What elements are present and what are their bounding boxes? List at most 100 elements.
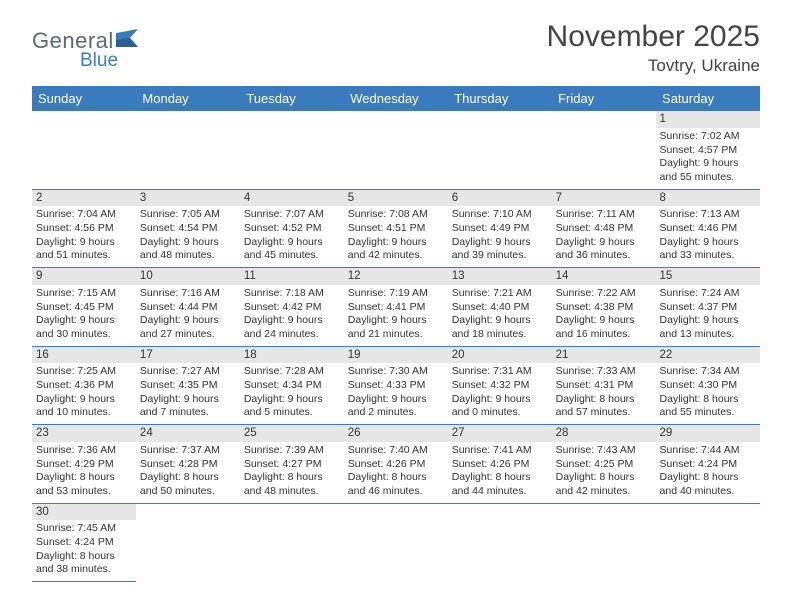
daylight-line: Daylight: 9 hours and 2 minutes. xyxy=(348,393,444,420)
calendar-day-cell xyxy=(344,503,448,582)
calendar-week-row: 1Sunrise: 7:02 AMSunset: 4:57 PMDaylight… xyxy=(32,111,760,189)
day-number: 14 xyxy=(552,268,656,285)
sunrise-line: Sunrise: 7:33 AM xyxy=(556,365,652,379)
sunrise-line: Sunrise: 7:37 AM xyxy=(140,444,236,458)
header: General Blue November 2025 Tovtry, Ukrai… xyxy=(32,20,760,76)
sunrise-line: Sunrise: 7:45 AM xyxy=(36,522,132,536)
calendar-day-cell: 28Sunrise: 7:43 AMSunset: 4:25 PMDayligh… xyxy=(552,425,656,504)
calendar-day-cell: 2Sunrise: 7:04 AMSunset: 4:56 PMDaylight… xyxy=(32,189,136,268)
day-number: 15 xyxy=(656,268,760,285)
day-body: Sunrise: 7:22 AMSunset: 4:38 PMDaylight:… xyxy=(552,285,656,346)
daylight-line: Daylight: 8 hours and 44 minutes. xyxy=(452,471,548,498)
day-number: 23 xyxy=(32,425,136,442)
daylight-line: Daylight: 8 hours and 40 minutes. xyxy=(660,471,756,498)
calendar-day-cell: 3Sunrise: 7:05 AMSunset: 4:54 PMDaylight… xyxy=(136,189,240,268)
sunrise-line: Sunrise: 7:18 AM xyxy=(244,287,340,301)
flag-icon xyxy=(116,29,146,54)
title-block: November 2025 Tovtry, Ukraine xyxy=(547,20,760,76)
sunset-line: Sunset: 4:24 PM xyxy=(36,536,132,550)
day-number: 25 xyxy=(240,425,344,442)
daylight-line: Daylight: 8 hours and 57 minutes. xyxy=(556,393,652,420)
day-number: 16 xyxy=(32,347,136,364)
day-number: 19 xyxy=(344,347,448,364)
daylight-line: Daylight: 8 hours and 53 minutes. xyxy=(36,471,132,498)
sunset-line: Sunset: 4:26 PM xyxy=(452,458,548,472)
weekday-header: Sunday xyxy=(32,86,136,111)
weekday-header: Thursday xyxy=(448,86,552,111)
day-body: Sunrise: 7:16 AMSunset: 4:44 PMDaylight:… xyxy=(136,285,240,346)
calendar-day-cell: 5Sunrise: 7:08 AMSunset: 4:51 PMDaylight… xyxy=(344,189,448,268)
daylight-line: Daylight: 9 hours and 51 minutes. xyxy=(36,236,132,263)
calendar-day-cell: 19Sunrise: 7:30 AMSunset: 4:33 PMDayligh… xyxy=(344,346,448,425)
sunrise-line: Sunrise: 7:43 AM xyxy=(556,444,652,458)
day-body: Sunrise: 7:41 AMSunset: 4:26 PMDaylight:… xyxy=(448,442,552,503)
sunrise-line: Sunrise: 7:19 AM xyxy=(348,287,444,301)
sunset-line: Sunset: 4:31 PM xyxy=(556,379,652,393)
day-body: Sunrise: 7:04 AMSunset: 4:56 PMDaylight:… xyxy=(32,206,136,267)
sunset-line: Sunset: 4:44 PM xyxy=(140,301,236,315)
sunset-line: Sunset: 4:40 PM xyxy=(452,301,548,315)
daylight-line: Daylight: 8 hours and 38 minutes. xyxy=(36,550,132,577)
daylight-line: Daylight: 8 hours and 46 minutes. xyxy=(348,471,444,498)
day-number: 18 xyxy=(240,347,344,364)
day-number: 11 xyxy=(240,268,344,285)
sunset-line: Sunset: 4:46 PM xyxy=(660,222,756,236)
day-body: Sunrise: 7:13 AMSunset: 4:46 PMDaylight:… xyxy=(656,206,760,267)
calendar-day-cell: 30Sunrise: 7:45 AMSunset: 4:24 PMDayligh… xyxy=(32,503,136,582)
calendar-day-cell: 21Sunrise: 7:33 AMSunset: 4:31 PMDayligh… xyxy=(552,346,656,425)
calendar-day-cell: 8Sunrise: 7:13 AMSunset: 4:46 PMDaylight… xyxy=(656,189,760,268)
day-number: 29 xyxy=(656,425,760,442)
calendar-day-cell: 18Sunrise: 7:28 AMSunset: 4:34 PMDayligh… xyxy=(240,346,344,425)
day-body: Sunrise: 7:40 AMSunset: 4:26 PMDaylight:… xyxy=(344,442,448,503)
day-body: Sunrise: 7:33 AMSunset: 4:31 PMDaylight:… xyxy=(552,363,656,424)
sunset-line: Sunset: 4:26 PM xyxy=(348,458,444,472)
daylight-line: Daylight: 8 hours and 48 minutes. xyxy=(244,471,340,498)
calendar-day-cell xyxy=(240,503,344,582)
daylight-line: Daylight: 9 hours and 10 minutes. xyxy=(36,393,132,420)
day-body: Sunrise: 7:10 AMSunset: 4:49 PMDaylight:… xyxy=(448,206,552,267)
sunset-line: Sunset: 4:42 PM xyxy=(244,301,340,315)
daylight-line: Daylight: 9 hours and 33 minutes. xyxy=(660,236,756,263)
sunrise-line: Sunrise: 7:13 AM xyxy=(660,208,756,222)
day-number: 20 xyxy=(448,347,552,364)
sunrise-line: Sunrise: 7:39 AM xyxy=(244,444,340,458)
sunset-line: Sunset: 4:37 PM xyxy=(660,301,756,315)
sunrise-line: Sunrise: 7:07 AM xyxy=(244,208,340,222)
sunset-line: Sunset: 4:57 PM xyxy=(660,144,756,158)
daylight-line: Daylight: 9 hours and 39 minutes. xyxy=(452,236,548,263)
day-number: 2 xyxy=(32,190,136,207)
daylight-line: Daylight: 9 hours and 48 minutes. xyxy=(140,236,236,263)
sunset-line: Sunset: 4:33 PM xyxy=(348,379,444,393)
daylight-line: Daylight: 9 hours and 16 minutes. xyxy=(556,314,652,341)
sunset-line: Sunset: 4:34 PM xyxy=(244,379,340,393)
weekday-header: Wednesday xyxy=(344,86,448,111)
day-body: Sunrise: 7:07 AMSunset: 4:52 PMDaylight:… xyxy=(240,206,344,267)
calendar-day-cell xyxy=(448,503,552,582)
sunset-line: Sunset: 4:29 PM xyxy=(36,458,132,472)
day-body: Sunrise: 7:39 AMSunset: 4:27 PMDaylight:… xyxy=(240,442,344,503)
day-number: 27 xyxy=(448,425,552,442)
sunrise-line: Sunrise: 7:11 AM xyxy=(556,208,652,222)
day-number: 24 xyxy=(136,425,240,442)
sunrise-line: Sunrise: 7:04 AM xyxy=(36,208,132,222)
calendar-day-cell: 11Sunrise: 7:18 AMSunset: 4:42 PMDayligh… xyxy=(240,268,344,347)
logo: General Blue xyxy=(32,20,146,72)
calendar-day-cell: 15 Sunrise: 7:24 AMSunset: 4:37 PMDayligh… xyxy=(656,268,760,347)
sunrise-line: Sunrise: 7:24 AM xyxy=(660,287,756,301)
location: Tovtry, Ukraine xyxy=(547,56,760,76)
day-number: 8 xyxy=(656,190,760,207)
day-body: Sunrise: 7:02 AMSunset: 4:57 PMDaylight:… xyxy=(656,128,760,189)
daylight-line: Daylight: 8 hours and 50 minutes. xyxy=(140,471,236,498)
calendar-day-cell xyxy=(32,111,136,189)
calendar-day-cell: 1Sunrise: 7:02 AMSunset: 4:57 PMDaylight… xyxy=(656,111,760,189)
daylight-line: Daylight: 9 hours and 21 minutes. xyxy=(348,314,444,341)
daylight-line: Daylight: 9 hours and 13 minutes. xyxy=(660,314,756,341)
daylight-line: Daylight: 9 hours and 42 minutes. xyxy=(348,236,444,263)
month-title: November 2025 xyxy=(547,20,760,54)
calendar-day-cell: 4Sunrise: 7:07 AMSunset: 4:52 PMDaylight… xyxy=(240,189,344,268)
sunrise-line: Sunrise: 7:16 AM xyxy=(140,287,236,301)
day-number: 10 xyxy=(136,268,240,285)
calendar-day-cell: 10Sunrise: 7:16 AMSunset: 4:44 PMDayligh… xyxy=(136,268,240,347)
sunrise-line: Sunrise: 7:22 AM xyxy=(556,287,652,301)
calendar-day-cell xyxy=(552,111,656,189)
